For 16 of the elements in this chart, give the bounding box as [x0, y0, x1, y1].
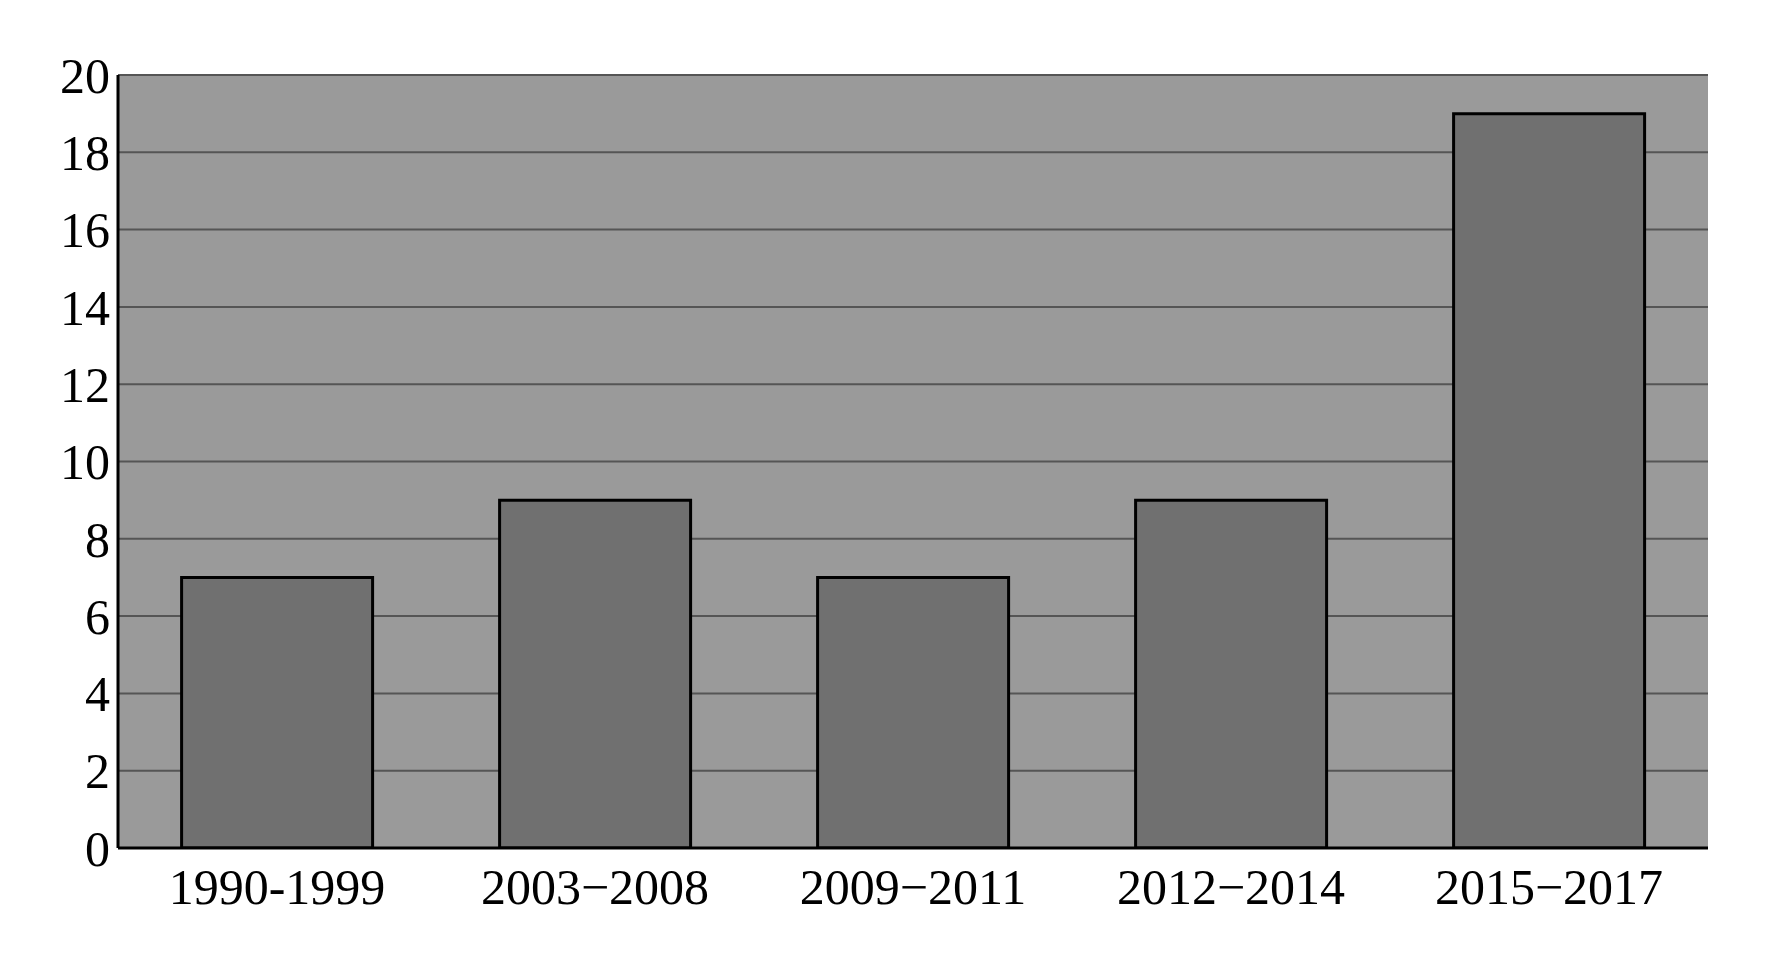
y-tick-label: 20 — [60, 47, 110, 104]
y-tick-label: 0 — [85, 820, 110, 877]
y-tick-label: 14 — [60, 279, 110, 336]
x-tick-label: 2003−2008 — [480, 858, 710, 915]
y-tick-label: 8 — [85, 511, 110, 568]
y-tick-label: 4 — [85, 666, 110, 723]
y-tick-label: 12 — [60, 356, 110, 413]
x-tick-label: 2015−2017 — [1434, 858, 1664, 915]
x-tick-label: 2009−2011 — [799, 858, 1027, 915]
y-tick-label: 16 — [60, 202, 110, 259]
y-tick-label: 10 — [60, 434, 110, 491]
x-tick-label: 1990-1999 — [168, 858, 386, 915]
y-tick-label: 6 — [85, 588, 110, 645]
y-tick-label: 18 — [60, 125, 110, 182]
x-tick-label: 2012−2014 — [1116, 858, 1346, 915]
y-tick-label: 2 — [85, 743, 110, 800]
